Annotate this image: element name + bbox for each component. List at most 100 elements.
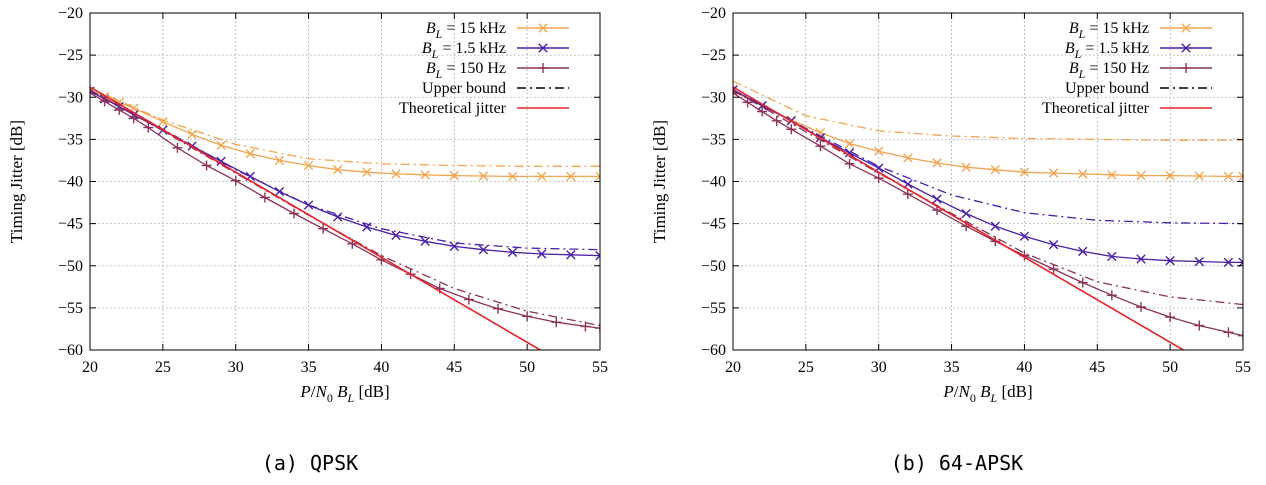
y-tick-label: −30 xyxy=(58,89,83,106)
data-point xyxy=(1048,264,1059,275)
data-point xyxy=(230,175,241,186)
data-point xyxy=(1106,290,1117,301)
legend-label: Upper bound xyxy=(1065,80,1149,97)
data-point xyxy=(873,173,884,184)
data-point xyxy=(990,165,1000,175)
data-point xyxy=(128,113,139,124)
y-tick-label: −30 xyxy=(701,89,726,106)
data-point xyxy=(595,250,600,261)
data-point xyxy=(1078,246,1088,257)
data-point xyxy=(245,149,255,159)
y-tick-label: −20 xyxy=(58,5,83,22)
data-point xyxy=(333,165,343,175)
data-point xyxy=(303,160,314,171)
data-point xyxy=(391,169,401,179)
legend-label: BL = 15 kHz xyxy=(426,20,506,41)
data-point xyxy=(507,171,518,182)
legend-label: BL = 15 kHz xyxy=(1069,20,1149,41)
data-point xyxy=(932,194,942,204)
x-tick-label: 25 xyxy=(155,359,171,376)
x-tick-label: 55 xyxy=(1235,359,1251,376)
y-tick-label: −55 xyxy=(58,300,83,317)
x-tick-label: 25 xyxy=(798,359,814,376)
y-axis-label: Timing Jitter [dB] xyxy=(7,120,26,243)
data-point xyxy=(961,162,971,172)
data-point xyxy=(1238,171,1243,182)
data-point xyxy=(1194,256,1204,267)
data-point xyxy=(771,115,782,126)
legend-label: Theoretical jitter xyxy=(1042,100,1150,117)
x-tick-label: 35 xyxy=(301,359,317,376)
data-point xyxy=(1223,171,1234,182)
data-point xyxy=(538,23,548,33)
plot-area xyxy=(733,80,1243,350)
data-point xyxy=(537,171,547,182)
data-point xyxy=(874,146,884,156)
x-tick-label: 45 xyxy=(446,359,462,376)
data-point xyxy=(1194,171,1204,181)
data-point xyxy=(420,170,430,180)
data-point xyxy=(1181,63,1191,73)
legend-label: BL = 150 Hz xyxy=(426,60,506,81)
x-tick-label: 30 xyxy=(871,359,887,376)
x-tick-label: 55 xyxy=(592,359,608,376)
data-point xyxy=(595,171,600,182)
x-axis-label: P/N0 BL [dB] xyxy=(942,382,1032,405)
y-tick-label: −40 xyxy=(701,174,726,191)
x-tick-label: 30 xyxy=(228,359,244,376)
data-point xyxy=(362,222,372,232)
data-point xyxy=(1238,330,1243,341)
data-point xyxy=(742,97,753,108)
data-point xyxy=(1019,167,1030,177)
data-point xyxy=(1165,312,1176,323)
series-line-3 xyxy=(90,92,600,329)
y-tick-label: −60 xyxy=(58,342,83,359)
series-line-5 xyxy=(733,89,1243,225)
data-point xyxy=(1238,257,1243,268)
data-point xyxy=(566,171,576,182)
data-point xyxy=(478,171,489,181)
data-point xyxy=(90,88,95,99)
plot-area xyxy=(90,86,600,350)
data-point xyxy=(1223,327,1234,338)
x-tick-label: 50 xyxy=(1162,359,1178,376)
y-tick-label: −20 xyxy=(701,5,726,22)
chart-panel-2: 20 25 30 35 40 45 50 55 −20 −25 −30 −35 −40 −45 −50 −55… xyxy=(650,5,1251,405)
legend-label: Theoretical jitter xyxy=(399,100,507,117)
data-point xyxy=(216,140,226,150)
series-line-3 xyxy=(733,92,1243,337)
data-point xyxy=(493,303,503,314)
data-point xyxy=(538,63,548,73)
y-tick-label: −55 xyxy=(701,300,726,317)
data-point xyxy=(1181,23,1191,33)
data-point xyxy=(537,249,547,259)
data-point xyxy=(274,155,285,166)
data-point xyxy=(595,323,600,334)
data-point xyxy=(463,294,474,305)
x-axis-label: P/N0 BL [dB] xyxy=(299,382,389,405)
data-point xyxy=(1165,256,1175,266)
x-tick-label: 40 xyxy=(1016,359,1032,376)
figure-caption: (b) 64-APSK xyxy=(891,451,1023,475)
series-line-2 xyxy=(90,90,600,257)
data-point xyxy=(844,158,855,169)
x-tick-label: 40 xyxy=(373,359,389,376)
legend-label: Upper bound xyxy=(422,80,506,97)
series-line-4 xyxy=(90,87,600,167)
data-point xyxy=(99,96,110,107)
data-point xyxy=(815,141,826,152)
data-point xyxy=(990,221,1000,231)
y-tick-label: −50 xyxy=(58,258,83,275)
data-point xyxy=(1165,170,1175,181)
y-tick-label: −50 xyxy=(701,258,726,275)
chart-panel-1: 20 25 30 35 40 45 50 55 −20 −25 −30 −35 −40 −45 −50 −55… xyxy=(7,5,608,405)
data-point xyxy=(1048,239,1059,250)
series-line-7 xyxy=(733,86,1184,350)
data-point xyxy=(1136,302,1146,313)
data-point xyxy=(961,208,971,219)
y-tick-label: −40 xyxy=(58,174,83,191)
data-point xyxy=(538,43,548,53)
data-point xyxy=(289,208,299,219)
data-point xyxy=(1107,251,1117,262)
